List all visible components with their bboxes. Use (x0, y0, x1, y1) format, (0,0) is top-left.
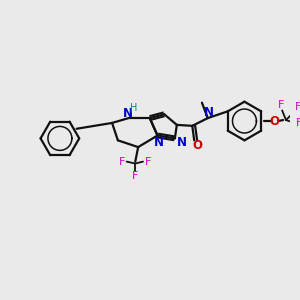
Text: N: N (154, 136, 164, 149)
Text: N: N (204, 106, 214, 119)
Text: F: F (118, 157, 125, 166)
Text: N: N (177, 136, 187, 149)
Text: F: F (278, 100, 284, 110)
Text: F: F (294, 103, 300, 112)
Text: F: F (132, 171, 139, 181)
Text: O: O (269, 115, 279, 128)
Text: O: O (192, 139, 202, 152)
Text: F: F (145, 157, 151, 166)
Text: F: F (296, 118, 300, 128)
Text: N: N (122, 107, 133, 120)
Text: H: H (130, 103, 137, 113)
